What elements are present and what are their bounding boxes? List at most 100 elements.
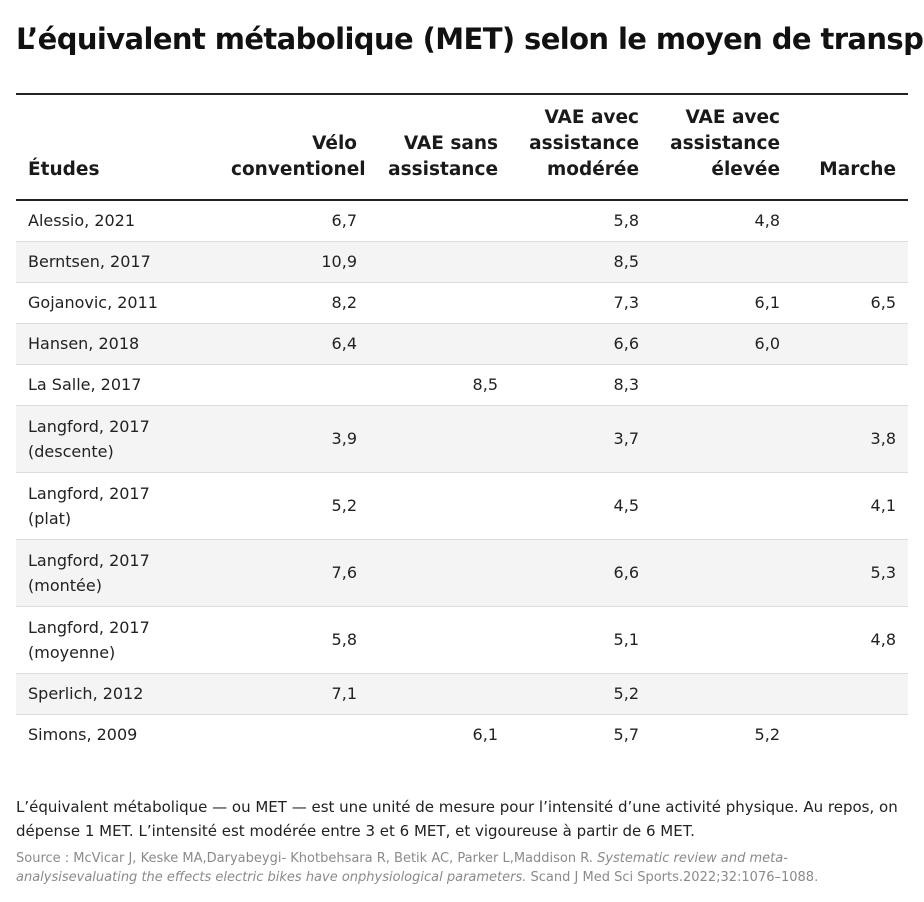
page-title: L’équivalent métabolique (MET) selon le … <box>16 22 924 56</box>
column-header-line: assistance <box>529 133 639 154</box>
column-header-line: conventionel <box>231 159 366 180</box>
study-label: Gojanovic, 2011 <box>28 293 158 312</box>
column-header-line: modérée <box>547 159 639 180</box>
met-value-cell: 4,8 <box>754 211 780 231</box>
column-header-line: VAE avec <box>685 107 780 128</box>
study-label: (moyenne) <box>28 642 116 662</box>
study-cell: Sperlich, 2012 <box>16 673 219 714</box>
met-value-cell <box>219 364 369 405</box>
met-value-cell <box>219 714 369 755</box>
met-value-cell: 5,3 <box>870 563 896 582</box>
column-header-line: assistance <box>388 159 498 180</box>
met-value-cell: 7,3 <box>613 293 639 312</box>
column-header: VAE avec assistance modérée <box>510 94 651 200</box>
met-value-cell <box>792 241 908 282</box>
met-value-cell: 5,8 <box>331 630 357 649</box>
study-label: Langford, 2017 <box>28 483 150 503</box>
met-value-cell: 5,2 <box>331 496 357 515</box>
met-value-cell: 6,7 <box>331 211 357 231</box>
column-header-line: assistance <box>670 133 780 154</box>
met-value-cell <box>369 472 510 539</box>
study-label: (plat) <box>28 508 72 528</box>
study-cell: Langford, 2017 (moyenne) <box>16 606 219 673</box>
header-row: Études Vélo conventionel VAE sans assistance… <box>16 94 908 200</box>
met-value-cell <box>369 200 510 241</box>
table-header: Études Vélo conventionel VAE sans assistance… <box>16 94 908 200</box>
study-label: Langford, 2017 <box>28 416 150 436</box>
met-value-cell: 7,6 <box>331 563 357 582</box>
met-value-cell <box>651 241 792 282</box>
met-value-cell: 5,7 <box>613 725 639 745</box>
table-row: Berntsen, 2017 10,9 8,5 <box>16 241 908 282</box>
met-value-cell: 6,5 <box>870 293 896 312</box>
study-cell: Simons, 2009 <box>16 714 219 755</box>
study-cell: La Salle, 2017 <box>16 364 219 405</box>
met-value-cell: 6,4 <box>331 334 357 353</box>
met-value-cell <box>792 714 908 755</box>
source-suffix: Scand J Med Sci Sports.2022;32:1076–1088… <box>526 870 819 885</box>
column-header: Vélo conventionel <box>219 94 369 200</box>
met-value-cell <box>792 364 908 405</box>
table-row: Sperlich, 2012 7,1 5,2 <box>16 673 908 714</box>
table-row: Alessio, 2021 6,7 5,8 4,8 <box>16 200 908 241</box>
met-value-cell: 5,1 <box>613 630 639 649</box>
table-row: Langford, 2017 (plat) 5,2 4,5 4,1 <box>16 472 908 539</box>
met-value-cell: 6,6 <box>613 563 639 582</box>
met-value-cell <box>651 673 792 714</box>
study-label: Hansen, 2018 <box>28 334 140 353</box>
source-citation: Source : McVicar J, Keske MA,Daryabeygi-… <box>16 849 908 887</box>
study-cell: Langford, 2017 (plat) <box>16 472 219 539</box>
study-label: (descente) <box>28 441 114 461</box>
met-value-cell: 5,8 <box>613 211 639 231</box>
met-value-cell: 5,2 <box>754 725 780 745</box>
met-value-cell: 8,5 <box>613 252 639 271</box>
met-value-cell: 4,1 <box>870 496 896 515</box>
study-label: Simons, 2009 <box>28 725 138 745</box>
met-value-cell: 6,6 <box>613 334 639 353</box>
met-value-cell: 6,0 <box>754 334 780 353</box>
met-value-cell <box>651 405 792 472</box>
table-row: Langford, 2017 (montée) 7,6 6,6 5,3 <box>16 539 908 606</box>
met-value-cell <box>369 241 510 282</box>
table-row: Simons, 2009 6,1 5,7 5,2 <box>16 714 908 755</box>
column-header: Marche <box>792 94 908 200</box>
study-label: La Salle, 2017 <box>28 375 142 394</box>
column-header-line: Études <box>28 159 100 180</box>
met-value-cell: 4,5 <box>613 496 639 515</box>
table-row: La Salle, 2017 8,5 8,3 <box>16 364 908 405</box>
study-cell: Berntsen, 2017 <box>16 241 219 282</box>
met-value-cell <box>792 200 908 241</box>
table-row: Langford, 2017 (moyenne) 5,8 5,1 4,8 <box>16 606 908 673</box>
met-value-cell: 7,1 <box>331 684 357 703</box>
met-value-cell: 5,2 <box>613 684 639 703</box>
met-value-cell <box>369 405 510 472</box>
met-value-cell: 6,1 <box>754 293 780 312</box>
met-value-cell: 6,1 <box>472 725 498 745</box>
footnote: L’équivalent métabolique — ou MET — est … <box>16 798 898 840</box>
study-cell: Langford, 2017 (descente) <box>16 405 219 472</box>
study-label: Sperlich, 2012 <box>28 684 144 703</box>
met-value-cell <box>369 323 510 364</box>
column-header-line: Vélo <box>312 133 357 154</box>
column-header: VAE sans assistance <box>369 94 510 200</box>
met-value-cell <box>369 673 510 714</box>
met-value-cell: 4,8 <box>870 630 896 649</box>
met-value-cell: 3,7 <box>613 429 639 448</box>
met-value-cell <box>651 606 792 673</box>
column-header: VAE avec assistance élevée <box>651 94 792 200</box>
met-table: Études Vélo conventionel VAE sans assistance… <box>16 93 908 755</box>
table-row: Gojanovic, 2011 8,2 7,3 6,1 6,5 <box>16 282 908 323</box>
study-label: Langford, 2017 <box>28 617 150 637</box>
met-table-container: Études Vélo conventionel VAE sans assistance… <box>16 93 908 755</box>
met-value-cell <box>369 606 510 673</box>
met-value-cell <box>369 539 510 606</box>
met-value-cell: 10,9 <box>321 252 357 271</box>
met-value-cell <box>792 323 908 364</box>
study-label: (montée) <box>28 575 102 595</box>
column-header-line: VAE avec <box>544 107 639 128</box>
met-value-cell <box>651 472 792 539</box>
met-value-cell <box>369 282 510 323</box>
study-label: Berntsen, 2017 <box>28 252 151 271</box>
table-row: Langford, 2017 (descente) 3,9 3,7 3,8 <box>16 405 908 472</box>
study-cell: Hansen, 2018 <box>16 323 219 364</box>
